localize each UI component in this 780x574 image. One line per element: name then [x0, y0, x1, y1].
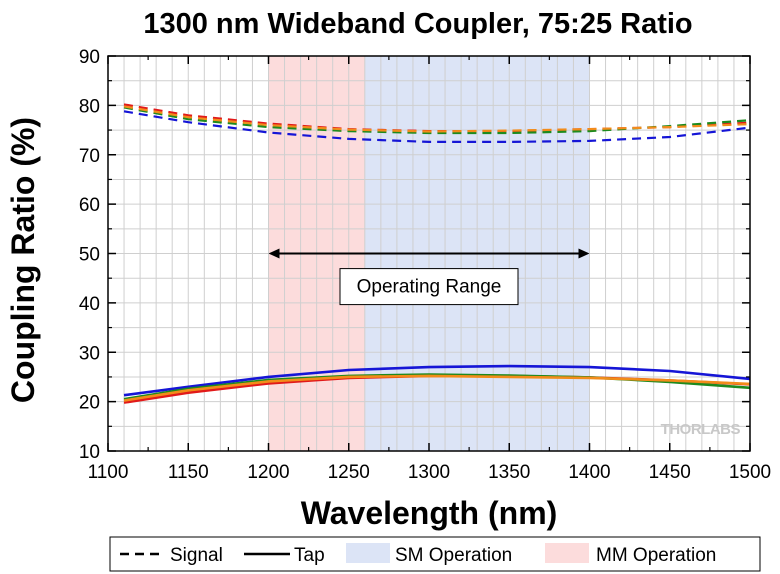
- y-tick-label: 40: [79, 294, 100, 315]
- annotation-box: [339, 268, 519, 306]
- y-tick-label: 20: [79, 393, 100, 414]
- y-tick-label: 70: [79, 146, 100, 167]
- legend-frame: [109, 536, 761, 572]
- signal-series-line: [123, 105, 751, 133]
- y-tick-label: 90: [79, 47, 100, 68]
- arrowhead-left: [268, 248, 280, 259]
- axis-ticks: 1100 1150 1200 1250 1300 1350 1400 1450 1500 10 20…: [79, 47, 771, 483]
- signal-series-line: [123, 110, 751, 143]
- y-tick-label: 10: [79, 442, 100, 463]
- arrowhead-right: [578, 248, 590, 259]
- x-tick-label: 1150: [168, 462, 209, 483]
- legend-swatch-mm: [545, 543, 589, 563]
- y-tick-label: 30: [79, 343, 100, 364]
- y-tick-label: 80: [79, 96, 100, 117]
- chart-title: 1300 nm Wideband Coupler, 75:25 Ratio: [143, 8, 692, 40]
- legend-label-signal: Signal: [170, 545, 223, 566]
- x-tick-label: 1100: [88, 462, 129, 483]
- annotation-label: Operating Range: [357, 277, 502, 298]
- signal-series-line: [123, 106, 751, 135]
- tap-series-line: [123, 364, 751, 397]
- x-tick-label: 1350: [488, 462, 530, 483]
- x-axis-label: Wavelength (nm): [301, 495, 558, 531]
- x-tick-label: 1450: [649, 462, 691, 483]
- y-axis-label: Coupling Ratio (%): [5, 117, 41, 403]
- x-tick-label: 1250: [328, 462, 370, 483]
- legend-label-mm: MM Operation: [596, 545, 716, 566]
- x-tick-label: 1500: [729, 462, 771, 483]
- legend-swatch-sm: [346, 543, 390, 563]
- y-tick-label: 50: [79, 245, 100, 266]
- tap-series-line: [123, 374, 751, 402]
- watermark-logo: THORLABS: [661, 421, 741, 438]
- legend-label-tap: Tap: [294, 545, 325, 566]
- x-tick-label: 1200: [247, 462, 289, 483]
- operating-range-annotation: Operating Range: [268, 248, 590, 306]
- x-tick-label: 1400: [568, 462, 610, 483]
- y-tick-label: 60: [79, 195, 100, 216]
- x-tick-label: 1300: [408, 462, 450, 483]
- legend-label-sm: SM Operation: [395, 545, 512, 566]
- legend: Signal Tap SM Operation MM Operation: [109, 536, 761, 572]
- series-lines: [123, 103, 751, 404]
